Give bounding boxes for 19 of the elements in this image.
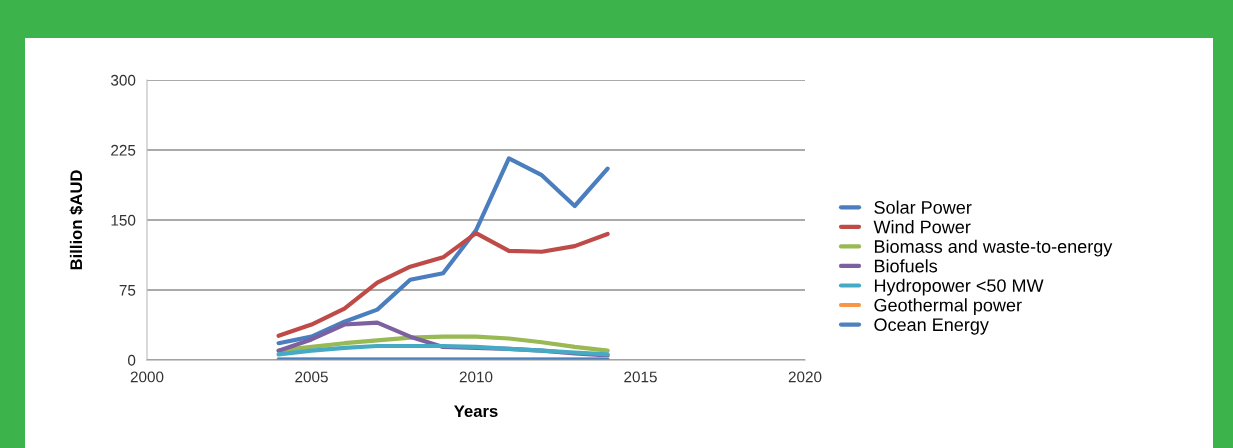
legend-label: Solar Power bbox=[874, 200, 972, 214]
y-tick-label: 225 bbox=[111, 144, 136, 156]
legend-label: Hydropower <50 MW bbox=[874, 278, 1044, 296]
x-axis-title: Years bbox=[454, 405, 498, 418]
y-tick-label: 150 bbox=[111, 214, 136, 226]
y-tick-label: 300 bbox=[110, 74, 136, 86]
x-tick-label: 2020 bbox=[788, 371, 822, 383]
y-axis-title: Billion $AUD bbox=[69, 170, 84, 270]
x-tick-label: 2005 bbox=[295, 371, 328, 383]
legend-label: Geothermal power bbox=[874, 298, 1022, 316]
x-tick-label: 2010 bbox=[459, 371, 493, 383]
x-tick-label: 2015 bbox=[624, 371, 657, 383]
y-tick-label: 0 bbox=[127, 354, 136, 366]
legend-label: Biofuels bbox=[874, 259, 938, 273]
x-tick-label: 2000 bbox=[130, 371, 164, 383]
legend-label: Biomass and waste-to-energy bbox=[874, 239, 1113, 257]
legend-label: Ocean Energy bbox=[874, 318, 989, 335]
legend-label: Wind Power bbox=[873, 220, 971, 234]
y-tick-label: 75 bbox=[119, 285, 136, 296]
